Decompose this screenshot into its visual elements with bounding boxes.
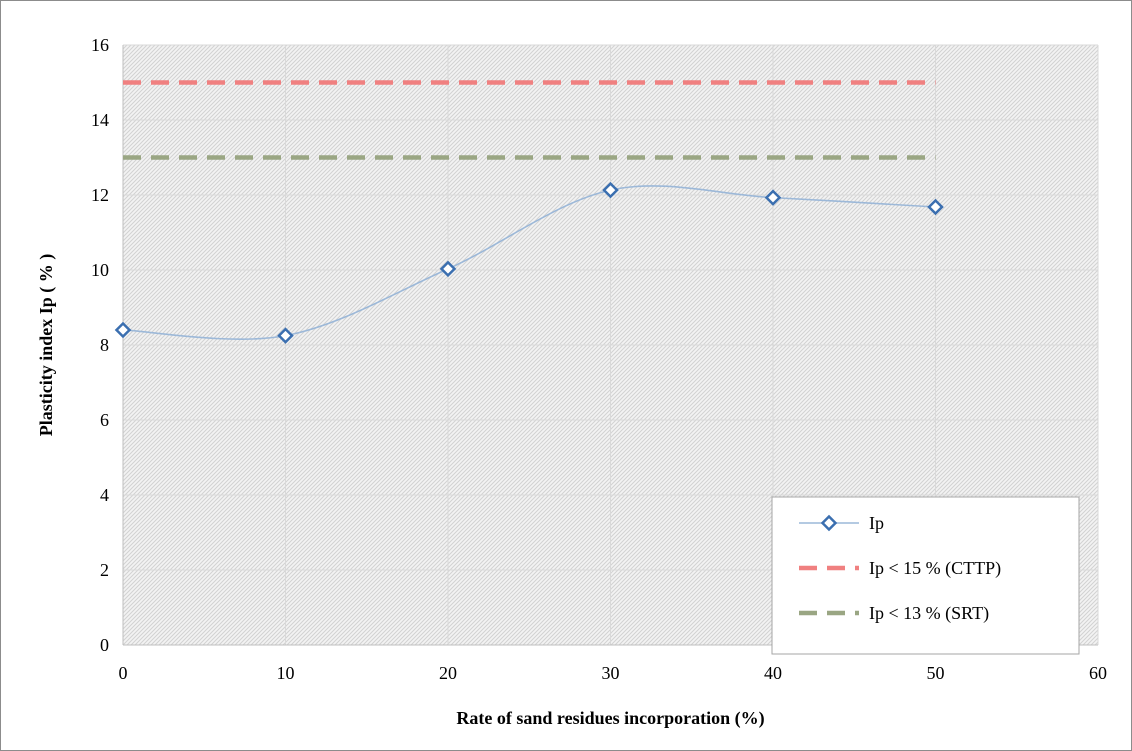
x-tick-label: 10 — [277, 663, 295, 683]
ip-data-point — [602, 181, 619, 199]
ip-series-line — [122, 185, 936, 340]
ip-data-point — [439, 260, 457, 278]
x-tick-label: 60 — [1089, 663, 1107, 683]
y-tick-label: 4 — [100, 485, 109, 505]
x-axis-title: Rate of sand residues incorporation (%) — [456, 708, 764, 729]
ip-data-point — [927, 198, 944, 216]
legend: Ip Ip < 15 % (CTTP) Ip < 13 % (SRT) — [771, 496, 1080, 655]
ip-data-point — [277, 327, 294, 344]
y-tick-label: 2 — [100, 560, 109, 580]
ip-data-point — [764, 189, 782, 206]
x-tick-label: 50 — [927, 663, 945, 683]
y-tick-label: 16 — [91, 35, 109, 55]
y-tick-label: 8 — [100, 335, 109, 355]
y-tick-label: 14 — [91, 110, 109, 130]
y-tick-label: 10 — [91, 260, 109, 280]
legend-label: Ip — [869, 513, 884, 533]
legend-marker — [820, 514, 838, 532]
x-tick-label: 30 — [602, 663, 620, 683]
x-tick-label: 20 — [439, 663, 457, 683]
series-layer — [114, 80, 944, 344]
ip-data-point — [114, 321, 132, 339]
legend-label: Ip < 13 % (SRT) — [869, 603, 989, 624]
y-tick-label: 12 — [91, 185, 109, 205]
x-tick-label: 0 — [119, 663, 128, 683]
legend-label: Ip < 15 % (CTTP) — [869, 558, 1001, 579]
y-tick-label: 0 — [100, 635, 109, 655]
x-tick-label: 40 — [764, 663, 782, 683]
y-tick-label: 6 — [100, 410, 109, 430]
y-axis-title: Plasticity index Ip ( % ) — [36, 254, 57, 437]
